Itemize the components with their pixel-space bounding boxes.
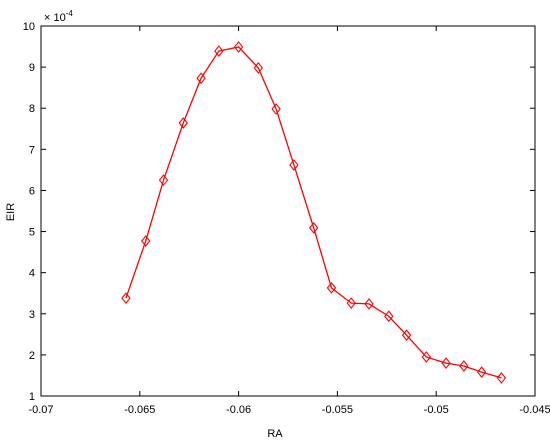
- y-tick-label: 1: [29, 391, 35, 403]
- data-point: [459, 360, 469, 372]
- x-tick-label: -0.055: [322, 404, 353, 416]
- y-axis-label: EIR: [5, 203, 17, 221]
- data-point: [141, 235, 151, 247]
- y-tick-label: 8: [29, 103, 35, 115]
- x-axis-label: RA: [267, 428, 283, 440]
- data-point: [401, 329, 412, 342]
- x-tick-label: -0.045: [519, 404, 550, 416]
- data-point: [253, 62, 264, 74]
- data-point: [346, 297, 356, 309]
- x-tick-label: -0.05: [424, 404, 449, 416]
- data-point: [384, 310, 394, 323]
- y-multiplier: × 10-4: [44, 9, 73, 24]
- data-point: [421, 351, 432, 363]
- data-point: [214, 45, 224, 57]
- y-multiplier-exponent: -4: [66, 9, 74, 18]
- data-point: [364, 298, 374, 310]
- y-tick-label: 5: [29, 227, 35, 239]
- data-point: [121, 292, 131, 305]
- data-point: [196, 72, 206, 85]
- data-point: [476, 366, 487, 379]
- data-point: [326, 281, 337, 294]
- data-point: [178, 117, 188, 129]
- y-tick-label: 3: [29, 309, 35, 321]
- y-tick-label: 7: [29, 144, 35, 156]
- x-tick-label: -0.06: [226, 404, 251, 416]
- plot-area: [40, 25, 536, 397]
- line: [125, 46, 502, 379]
- data-point: [496, 372, 507, 384]
- y-tick-label: 2: [29, 350, 35, 362]
- y-tick-label: 4: [29, 268, 35, 280]
- y-tick-label: 6: [29, 185, 35, 197]
- x-tick-label: -0.07: [28, 404, 53, 416]
- y-tick-label: 9: [29, 62, 35, 74]
- x-tick-label: -0.065: [124, 404, 155, 416]
- data-point: [308, 221, 319, 234]
- data-point: [441, 357, 451, 369]
- y-tick-label: 10: [23, 21, 35, 33]
- data-point: [233, 41, 244, 53]
- data-point: [271, 103, 281, 115]
- data-point: [289, 159, 299, 171]
- y-multiplier-base: × 10: [44, 12, 66, 24]
- data-point: [158, 174, 169, 187]
